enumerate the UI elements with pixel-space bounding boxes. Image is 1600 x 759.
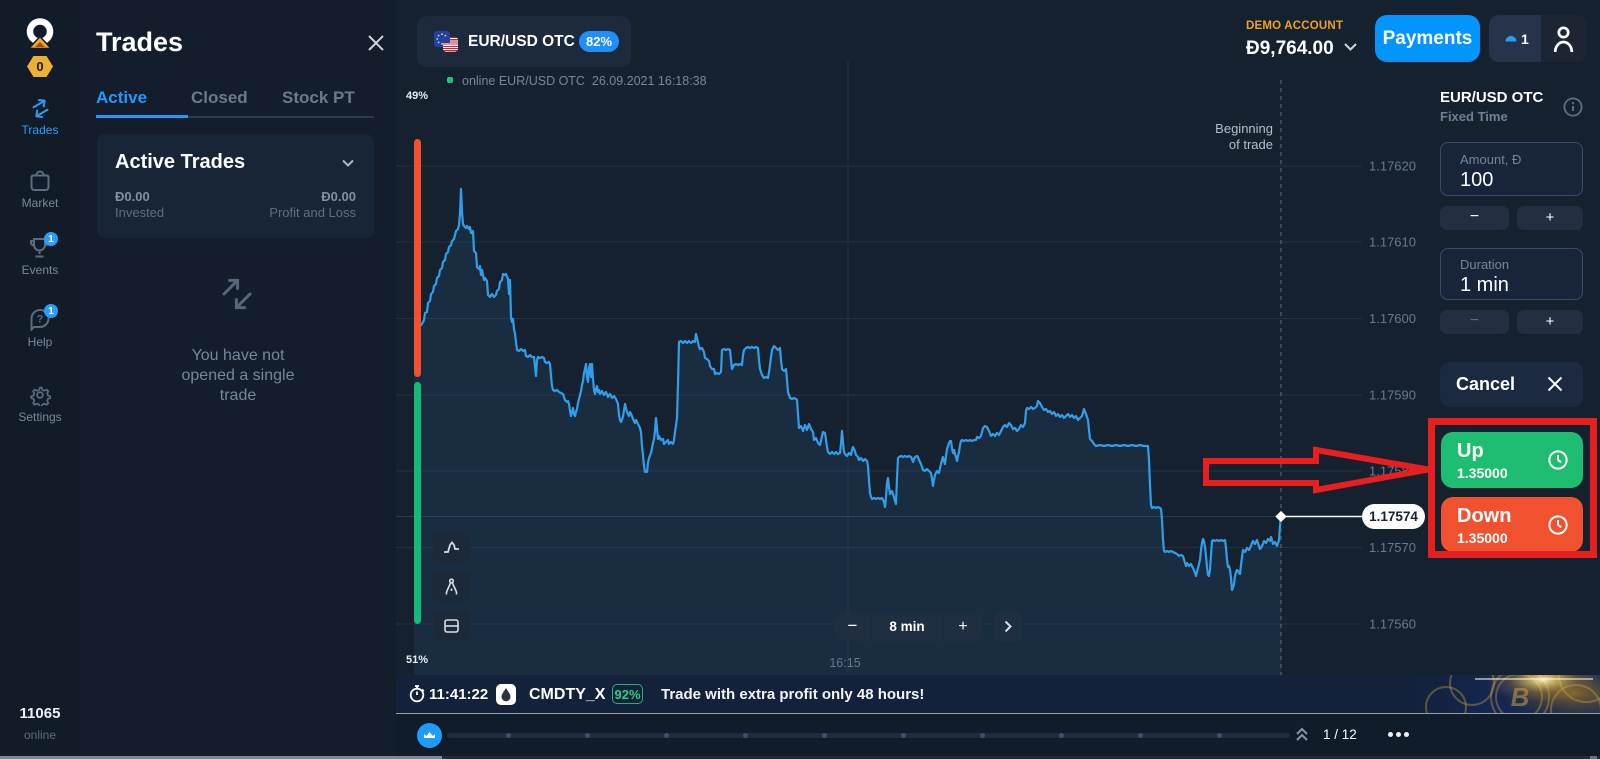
svg-text:1.17560: 1.17560 (1369, 617, 1416, 632)
svg-text:1.17570: 1.17570 (1369, 540, 1416, 555)
svg-text:1.17600: 1.17600 (1369, 311, 1416, 326)
svg-text:Beginning: Beginning (1215, 121, 1273, 136)
svg-text:16:15: 16:15 (829, 656, 860, 670)
svg-text:?: ? (37, 314, 44, 326)
svg-text:1.17620: 1.17620 (1369, 159, 1416, 174)
svg-text:1.17610: 1.17610 (1369, 235, 1416, 250)
svg-text:1.17590: 1.17590 (1369, 388, 1416, 403)
svg-text:of trade: of trade (1229, 137, 1273, 152)
